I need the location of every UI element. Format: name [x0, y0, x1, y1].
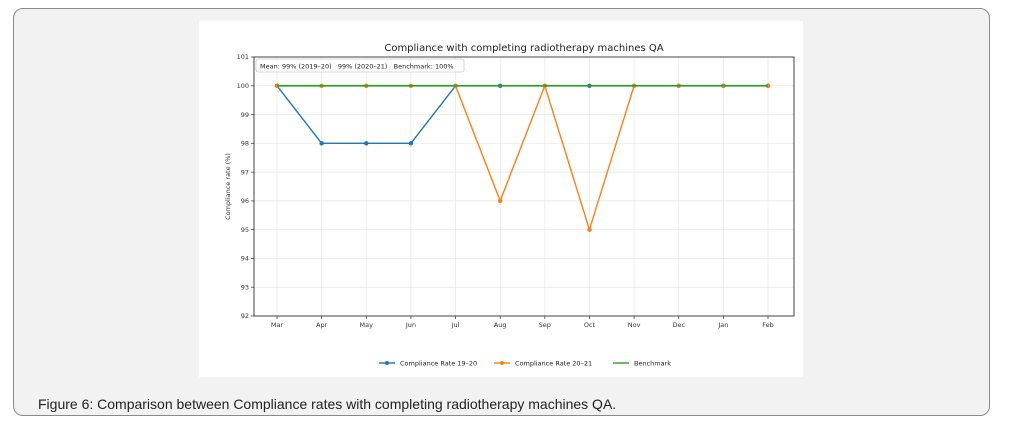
figure-frame: Compliance with completing radiotherapy …: [13, 8, 990, 416]
y-tick-label: 95: [241, 226, 249, 234]
data-point-series-0: [319, 141, 324, 146]
legend-label-0: Compliance Rate 19–20: [400, 359, 477, 367]
series-lines: [274, 83, 771, 233]
grid-lines: [254, 56, 794, 317]
legend-marker-1: [500, 361, 504, 365]
y-tick-label: 100: [237, 82, 249, 90]
x-tick-label: Jun: [405, 321, 416, 329]
y-tick-label: 96: [241, 197, 249, 205]
data-point-series-0: [364, 141, 369, 146]
y-tick-label: 98: [241, 140, 249, 148]
x-tick-label: Sep: [539, 321, 551, 329]
x-tick-label: Dec: [672, 321, 685, 329]
y-tick-label: 97: [241, 168, 249, 176]
data-point-series-1: [497, 198, 503, 204]
x-tick-label: Aug: [494, 321, 507, 329]
x-tick-label: Nov: [628, 321, 641, 329]
compliance-line-chart: Compliance with completing radiotherapy …: [224, 43, 795, 367]
x-tick-label: Mar: [271, 321, 284, 329]
x-axis-ticks: Mar Apr May Jun Jul Aug Sep Oct Nov Dec Jan Feb: [271, 316, 774, 329]
legend-label-1: Compliance Rate 20–21: [515, 359, 592, 367]
data-point-series-1: [587, 227, 592, 232]
x-tick-label: Feb: [762, 321, 774, 329]
x-tick-label: Jul: [451, 321, 460, 329]
chart-title: Compliance with completing radiotherapy …: [384, 43, 663, 54]
series-line-1: [277, 83, 768, 233]
y-tick-label: 99: [241, 111, 249, 119]
legend-label-2: Benchmark: [634, 359, 671, 367]
y-tick-label: 101: [237, 53, 249, 61]
chart-legend: Compliance Rate 19–20 Compliance Rate 20–…: [379, 359, 671, 367]
legend-marker-0: [385, 361, 389, 365]
x-tick-label: Apr: [316, 321, 328, 329]
y-tick-label: 94: [241, 255, 249, 263]
y-tick-label: 92: [241, 312, 249, 320]
x-tick-label: Oct: [584, 321, 596, 329]
annotation-box: Mean: 99% (2019–20) 99% (2020–21) Benchm…: [255, 58, 465, 73]
annotation-text: Mean: 99% (2019–20) 99% (2020–21) Benchm…: [260, 63, 454, 71]
y-axis-ticks: 92 93 94 95 96 97 98 99 100 101: [237, 53, 254, 320]
plot-area: [253, 56, 795, 317]
y-axis-label: Compliance rate (%): [224, 153, 232, 220]
chart-figure: Compliance with completing radiotherapy …: [199, 21, 803, 377]
x-tick-label: May: [360, 321, 374, 329]
y-tick-label: 93: [241, 283, 249, 291]
x-tick-label: Jan: [717, 321, 728, 329]
figure-caption: Figure 6: Comparison between Compliance …: [38, 396, 617, 412]
data-point-series-0: [408, 141, 414, 146]
